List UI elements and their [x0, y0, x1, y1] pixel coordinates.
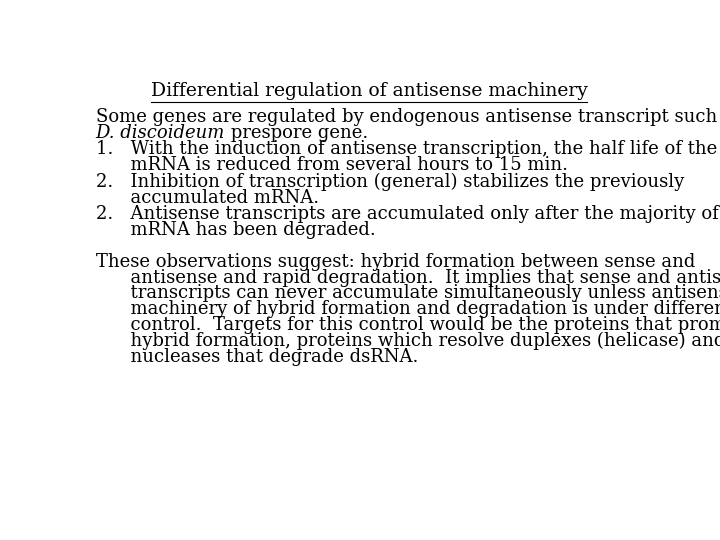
Text: nucleases that degrade dsRNA.: nucleases that degrade dsRNA.	[96, 348, 418, 366]
Text: hybrid formation, proteins which resolve duplexes (helicase) and: hybrid formation, proteins which resolve…	[96, 332, 720, 350]
Text: D. discoideum: D. discoideum	[96, 124, 225, 142]
Text: mRNA has been degraded.: mRNA has been degraded.	[96, 221, 375, 239]
Text: control.  Targets for this control would be the proteins that promote: control. Targets for this control would …	[96, 316, 720, 334]
Text: These observations suggest: hybrid formation between sense and: These observations suggest: hybrid forma…	[96, 253, 695, 271]
Text: 1.   With the induction of antisense transcription, the half life of the: 1. With the induction of antisense trans…	[96, 140, 717, 158]
Text: 2.   Inhibition of transcription (general) stabilizes the previously: 2. Inhibition of transcription (general)…	[96, 173, 684, 191]
Text: accumulated mRNA.: accumulated mRNA.	[96, 188, 319, 207]
Text: antisense and rapid degradation.  It implies that sense and antisense: antisense and rapid degradation. It impl…	[96, 268, 720, 287]
Text: 2.   Antisense transcripts are accumulated only after the majority of the: 2. Antisense transcripts are accumulated…	[96, 205, 720, 224]
Text: Differential regulation of antisense machinery: Differential regulation of antisense mac…	[150, 82, 588, 100]
Text: mRNA is reduced from several hours to 15 min.: mRNA is reduced from several hours to 15…	[96, 156, 567, 174]
Text: Some genes are regulated by endogenous antisense transcript such as: Some genes are regulated by endogenous a…	[96, 109, 720, 126]
Text: prespore gene.: prespore gene.	[225, 124, 368, 142]
Text: machinery of hybrid formation and degradation is under differential: machinery of hybrid formation and degrad…	[96, 300, 720, 318]
Text: transcripts can never accumulate simultaneously unless antisense: transcripts can never accumulate simulta…	[96, 285, 720, 302]
